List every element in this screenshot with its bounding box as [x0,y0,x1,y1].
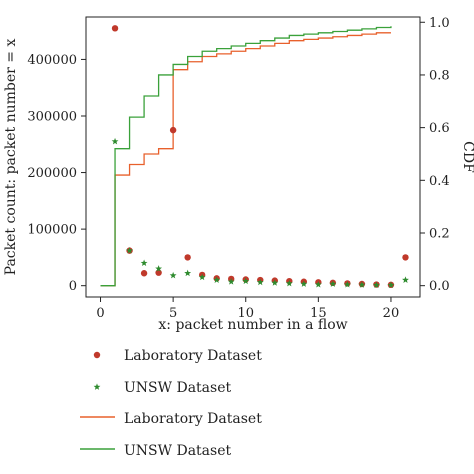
x-axis-title: x: packet number in a flow [158,317,347,333]
data-point-laboratory [402,254,409,261]
data-point-unsw [227,278,235,285]
data-point-laboratory [140,270,148,277]
series-line-laboratory [100,32,391,287]
x-tick-label: 0 [96,306,104,321]
data-point-unsw [314,280,322,288]
axes: 0 5 10 15 20 0 100000 200000 300000 400000 0.0 0.2 0… [3,16,474,333]
legend-entry: UNSW Dataset [80,443,231,459]
data-point-unsw [387,281,395,289]
legend-entry: UNSW Dataset [93,380,231,396]
y-left-tick-label: 200000 [27,166,77,181]
series-line-unsw [100,26,392,287]
x-tick-label: 15 [310,306,327,321]
data-point-unsw [242,277,250,285]
plot-frame [85,16,421,298]
y-right-tick-label: 0.4 [429,174,450,189]
data-point-unsw [213,276,221,283]
x-tick-label: 5 [169,306,177,321]
data-point-unsw [184,269,192,277]
legend-entry: Laboratory Dataset [93,348,262,364]
y-right-tick-label: 0.0 [429,279,450,294]
data-point-unsw [126,247,133,254]
data-point-laboratory [184,254,191,261]
y-right-tick-label: 0.2 [429,226,450,241]
y-left-axis-title: Packet count: packet number = x [3,39,19,276]
y-left-tick-label: 100000 [27,223,77,238]
x-tick-label: 10 [237,306,254,321]
data-point-unsw [402,276,409,283]
y-right-tick-label: 1.0 [429,16,450,31]
legend: Laboratory Dataset UNSW Dataset Laboratory… [80,348,262,459]
data-point-unsw [373,281,380,289]
y-left-tick-label: 400000 [27,53,77,68]
y-right-tick-label: 0.8 [429,68,450,83]
data-point-unsw [300,280,308,287]
legend-marker-star [93,383,101,390]
y-right-tick-label: 0.6 [429,121,450,136]
data-point-unsw [285,279,293,287]
data-point-unsw [111,137,119,145]
legend-label: Laboratory Dataset [124,411,262,427]
data-point-laboratory [155,269,162,276]
data-point-unsw [140,259,148,266]
y-left-tick-label: 0 [69,279,77,294]
data-point-unsw [358,281,366,288]
legend-label: UNSW Dataset [124,380,231,396]
data-point-unsw [198,273,206,281]
data-point-unsw [155,265,163,272]
data-point-laboratory [169,126,177,134]
y-right-axis-title: CDF [460,141,474,173]
data-point-unsw [169,271,177,279]
data-point-unsw [343,280,351,288]
data-point-unsw [271,279,279,286]
data-point-unsw [329,280,337,287]
y-left-tick-label: 300000 [27,109,77,124]
legend-label: Laboratory Dataset [124,348,262,364]
legend-entry: Laboratory Dataset [80,411,262,427]
plot-area [100,25,409,289]
legend-marker-circle [93,351,101,359]
data-point-laboratory [111,25,119,32]
data-point-unsw [256,278,264,286]
legend-label: UNSW Dataset [124,443,231,459]
x-tick-label: 20 [383,306,400,321]
